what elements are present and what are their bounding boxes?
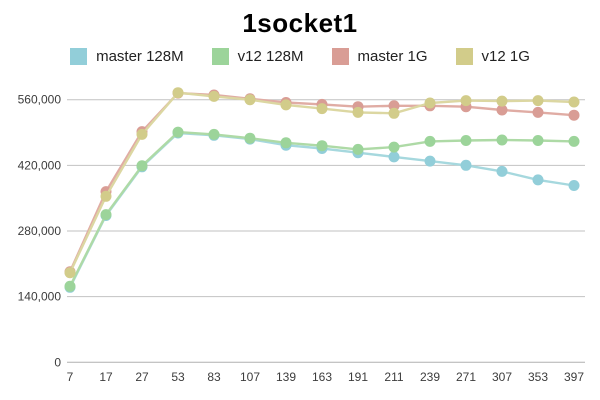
- y-tick-label: 280,000: [18, 224, 62, 238]
- legend-label: v12 1G: [481, 48, 530, 65]
- series-line: [68, 91, 576, 274]
- x-tick-label: 307: [492, 370, 512, 384]
- data-point: [568, 109, 580, 121]
- x-tick-label: 191: [348, 370, 368, 384]
- data-point: [316, 103, 328, 115]
- data-point: [136, 160, 148, 172]
- series-line: [68, 131, 576, 289]
- data-point: [388, 107, 400, 119]
- data-point: [244, 94, 256, 106]
- legend-label: master 128M: [96, 48, 184, 65]
- y-tick-label: 420,000: [18, 158, 62, 172]
- x-tick-label: 139: [276, 370, 296, 384]
- y-tick-label: 0: [54, 355, 61, 369]
- x-tick-label: 211: [384, 370, 403, 384]
- x-tick-label: 239: [420, 370, 440, 384]
- data-point: [568, 96, 580, 108]
- data-point: [496, 95, 508, 107]
- data-point: [172, 87, 184, 99]
- chart-title: 1socket1: [242, 8, 358, 38]
- y-tick-label: 140,000: [18, 290, 62, 304]
- x-tick-label: 17: [99, 370, 113, 384]
- x-tick-label: 83: [207, 370, 221, 384]
- legend-label: v12 128M: [237, 48, 304, 65]
- legend-swatch-icon: [211, 48, 229, 65]
- legend-swatch-icon: [455, 48, 473, 65]
- x-tick-label: 397: [564, 370, 584, 384]
- legend-label: master 1G: [357, 48, 428, 65]
- data-point: [424, 155, 436, 167]
- data-point: [496, 134, 508, 146]
- data-point: [316, 140, 328, 152]
- data-point: [460, 159, 472, 171]
- data-point: [208, 90, 220, 102]
- data-point: [172, 126, 184, 138]
- data-point: [100, 209, 112, 221]
- data-point: [460, 95, 472, 107]
- data-point: [280, 99, 292, 111]
- data-point: [496, 165, 508, 177]
- data-point: [424, 97, 436, 109]
- data-point: [496, 104, 508, 116]
- legend: master 128M v12 128M master 1G v12 1G: [0, 48, 600, 65]
- data-point: [388, 141, 400, 153]
- data-point: [64, 267, 76, 279]
- series-line: [68, 130, 576, 288]
- x-tick-label: 107: [240, 370, 260, 384]
- legend-swatch-icon: [331, 48, 349, 65]
- y-tick-label: 560,000: [18, 93, 62, 107]
- legend-swatch-icon: [70, 48, 88, 65]
- data-point: [388, 151, 400, 163]
- x-tick-label: 53: [171, 370, 185, 384]
- legend-item-master-128m[interactable]: master 128M: [70, 48, 184, 65]
- legend-item-master-1g[interactable]: master 1G: [331, 48, 428, 65]
- data-point: [460, 135, 472, 146]
- data-point: [208, 128, 220, 140]
- data-point: [64, 280, 76, 292]
- x-tick-label: 27: [135, 370, 149, 384]
- data-point: [136, 128, 148, 140]
- data-point: [568, 180, 580, 191]
- data-point: [424, 135, 436, 147]
- data-point: [532, 106, 544, 118]
- x-tick-label: 271: [456, 370, 476, 384]
- data-point: [532, 135, 544, 146]
- data-point: [352, 106, 364, 118]
- data-point: [100, 190, 112, 202]
- legend-item-v12-1g[interactable]: v12 1G: [455, 48, 530, 65]
- x-tick-label: 7: [67, 370, 74, 384]
- data-point: [532, 95, 544, 107]
- data-point: [568, 135, 580, 147]
- data-point: [532, 174, 544, 186]
- data-point: [280, 137, 292, 149]
- x-tick-label: 353: [528, 370, 548, 384]
- series-line: [68, 91, 576, 273]
- data-point: [244, 132, 256, 144]
- data-point: [352, 143, 364, 155]
- legend-item-v12-128m[interactable]: v12 128M: [211, 48, 304, 65]
- x-tick-label: 163: [312, 370, 332, 384]
